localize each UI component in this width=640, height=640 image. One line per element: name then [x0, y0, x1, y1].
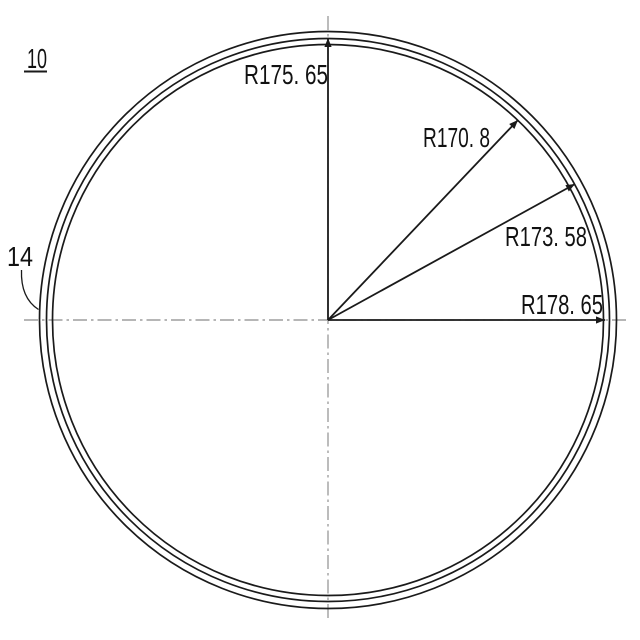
dimension-arrow-r173-58 — [327, 183, 576, 321]
figure-number-label: 10 — [27, 43, 47, 74]
part-reference-group: 14 — [7, 241, 39, 311]
outer-circle — [38, 30, 618, 610]
dimension-arrows — [324, 38, 605, 324]
figure-number-group: 10 — [24, 43, 47, 74]
part-number-label: 14 — [7, 241, 33, 272]
dimension-label-r175-65: R175. 65 — [244, 59, 328, 90]
dimension-label-r173-58: R173. 58 — [505, 221, 587, 252]
dimension-labels: R175. 65 R170. 8 R173. 58 R178. 65 — [244, 59, 603, 320]
dimension-label-r170-8: R170. 8 — [423, 122, 490, 153]
dimension-label-r178-65: R178. 65 — [521, 289, 603, 320]
part-leader-line — [20, 269, 39, 311]
dimension-arrow-r170-8 — [327, 119, 519, 321]
